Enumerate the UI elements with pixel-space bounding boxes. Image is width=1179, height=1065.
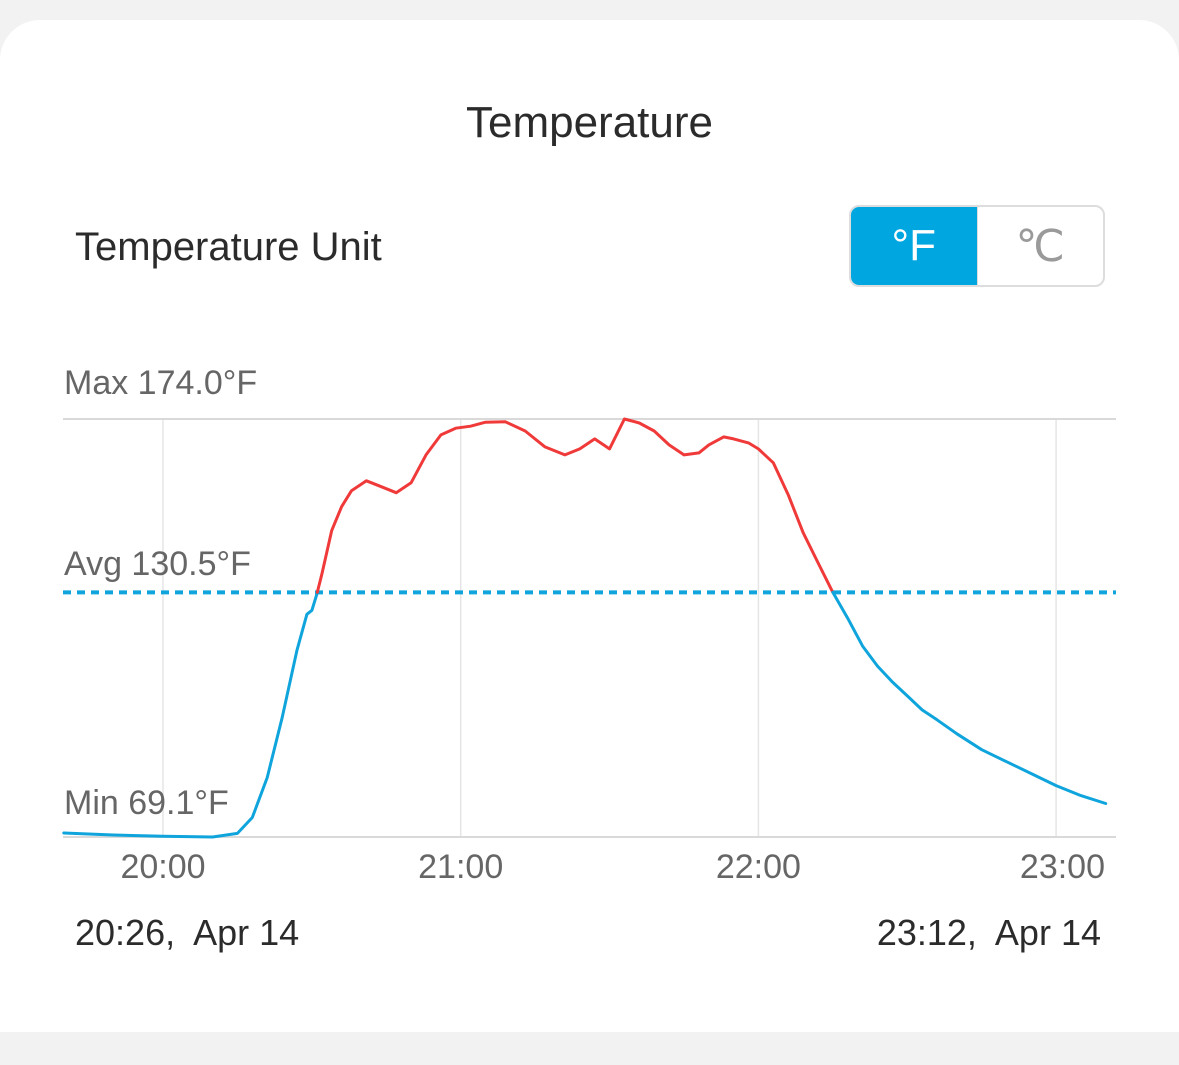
chart-labels: Max 174.0°F Avg 130.5°F Min 69.1°F xyxy=(64,364,257,822)
temperature-unit-label: Temperature Unit xyxy=(75,225,382,269)
page-title: Temperature xyxy=(465,98,713,147)
range-end-time: 23:12, Apr 14 xyxy=(876,912,1101,953)
x-tick-label: 23:00 xyxy=(1020,848,1105,886)
min-label: Min 69.1°F xyxy=(64,784,229,822)
series-line-below-average xyxy=(62,590,319,839)
temperature-card xyxy=(0,20,1179,1032)
x-axis-ticks: 20:00 21:00 22:00 23:00 xyxy=(120,848,1105,886)
x-tick-label: 21:00 xyxy=(418,848,503,886)
range-start-time: 20:26, Apr 14 xyxy=(75,912,300,953)
max-label: Max 174.0°F xyxy=(64,364,257,402)
chart-grid xyxy=(63,418,1116,838)
avg-label: Avg 130.5°F xyxy=(64,545,251,583)
fahrenheit-option[interactable]: °F xyxy=(851,207,977,285)
x-tick-label: 20:00 xyxy=(120,848,205,886)
celsius-option[interactable]: ℃ xyxy=(976,207,1104,285)
temperature-series xyxy=(62,417,1108,839)
series-line-below-average xyxy=(831,590,1108,805)
series-line-above-average xyxy=(315,417,835,594)
temperature-unit-toggle[interactable]: °F ℃ xyxy=(849,205,1105,287)
x-tick-label: 22:00 xyxy=(716,848,801,886)
